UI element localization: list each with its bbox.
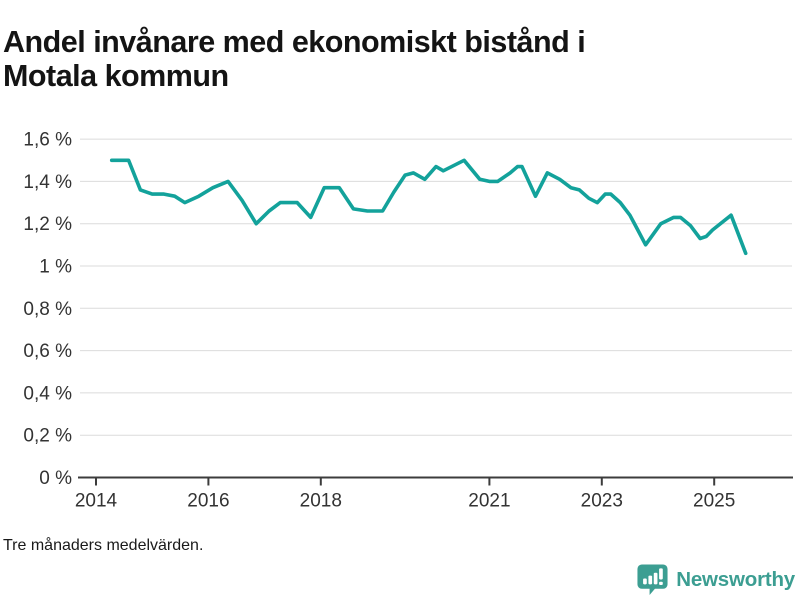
x-tick-label: 2023	[581, 491, 623, 512]
y-tick-label: 0,2 %	[23, 426, 72, 447]
y-tick-label: 0,6 %	[23, 341, 72, 362]
x-tick-label: 2016	[187, 491, 229, 512]
chart-footnote: Tre månaders medelvärden.	[3, 537, 204, 554]
data-line-series	[109, 158, 748, 256]
bar-chart-speech-bubble-icon	[637, 564, 668, 596]
y-tick-label: 0,8 %	[23, 299, 72, 320]
y-tick-label: 1,4 %	[23, 172, 72, 193]
x-tick-label: 2021	[468, 491, 510, 512]
y-tick-label: 1,2 %	[23, 214, 72, 235]
newsworthy-logo-text: Newsworthy	[676, 567, 795, 591]
page-title-line2: Motala kommun	[3, 59, 229, 94]
y-tick-label: 1,6 %	[23, 130, 72, 151]
page-title-line1: Andel invånare med ekonomiskt bistånd i	[3, 25, 586, 60]
y-tick-label: 0,4 %	[23, 383, 72, 404]
x-tick-label: 2014	[75, 491, 118, 512]
x-tick-label: 2018	[300, 491, 342, 512]
y-tick-label: 1 %	[39, 257, 72, 278]
x-tick-label: 2025	[693, 491, 735, 512]
newsworthy-logo: Newsworthy	[636, 563, 795, 596]
y-tick-label: 0 %	[39, 468, 72, 489]
